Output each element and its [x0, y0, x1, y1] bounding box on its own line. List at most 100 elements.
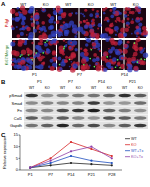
cell — [123, 33, 127, 37]
cell — [65, 29, 70, 34]
cell — [65, 41, 67, 43]
point — [90, 148, 92, 150]
cell — [131, 33, 133, 35]
cell — [28, 35, 33, 40]
blot-band — [57, 101, 70, 105]
cell — [103, 68, 107, 72]
cell — [128, 64, 132, 68]
cell — [21, 54, 23, 56]
cell — [115, 34, 117, 36]
cell — [16, 26, 18, 28]
cell — [26, 34, 28, 36]
cell — [133, 52, 138, 57]
series-line — [30, 147, 112, 168]
cell — [115, 20, 117, 22]
blot-strip — [24, 115, 148, 122]
cell — [128, 62, 130, 64]
cell — [109, 56, 111, 58]
axis-title: Relative expression — [3, 136, 7, 169]
cell — [50, 66, 55, 71]
cell — [124, 57, 127, 60]
cell — [89, 58, 91, 60]
cell — [133, 66, 138, 71]
cell — [42, 52, 44, 54]
cell — [114, 26, 119, 31]
cell — [110, 66, 114, 70]
micrograph — [10, 39, 34, 71]
cell — [100, 34, 104, 38]
cell — [142, 30, 147, 35]
cell — [139, 39, 141, 41]
cell — [96, 57, 100, 61]
cell — [56, 40, 59, 43]
series-line — [30, 156, 112, 168]
cell — [84, 52, 89, 57]
cell — [30, 18, 33, 21]
cell — [135, 25, 139, 29]
cell — [112, 7, 116, 11]
cell — [125, 28, 129, 32]
point — [70, 162, 72, 164]
cell — [36, 10, 38, 12]
cell — [123, 49, 128, 54]
cell — [84, 25, 87, 28]
cell — [99, 16, 101, 18]
cell — [40, 7, 42, 9]
cell — [109, 38, 114, 43]
cell — [120, 41, 123, 44]
image-bg — [80, 8, 102, 38]
cell — [50, 59, 54, 63]
cell — [20, 54, 22, 56]
cell — [27, 59, 32, 64]
cell — [92, 8, 95, 11]
point — [111, 157, 113, 159]
cell — [48, 34, 53, 39]
blot-band — [103, 116, 116, 120]
cell — [95, 33, 100, 38]
cell — [58, 57, 62, 61]
cell — [108, 49, 113, 54]
cell — [86, 22, 89, 25]
blot-band — [72, 124, 85, 128]
cell — [80, 65, 85, 70]
cell — [31, 42, 34, 45]
blot-band — [57, 94, 70, 98]
cell — [69, 59, 71, 61]
cell — [69, 47, 72, 50]
column-label: KO — [43, 2, 49, 7]
blot-band — [41, 116, 54, 120]
cell — [21, 66, 27, 72]
cell — [85, 65, 90, 70]
cell — [38, 64, 43, 69]
cell — [95, 62, 97, 64]
cell — [22, 17, 26, 21]
row-label: Fn — [17, 108, 22, 113]
cell — [114, 61, 116, 63]
blot-strip — [24, 92, 148, 99]
cell — [132, 54, 134, 56]
cell — [144, 59, 146, 61]
cell — [135, 7, 138, 10]
cell — [38, 42, 41, 45]
cell — [124, 14, 128, 18]
cell — [11, 63, 14, 66]
blot-band — [26, 124, 39, 128]
cell — [57, 66, 63, 72]
point — [111, 155, 113, 157]
cell — [81, 58, 87, 64]
micrograph — [80, 38, 102, 71]
cell — [121, 57, 124, 60]
x-tick-label: P28 — [108, 172, 116, 177]
cell — [112, 57, 117, 62]
cell — [75, 12, 77, 14]
micrograph — [55, 6, 79, 38]
cell — [63, 48, 65, 50]
cell — [53, 8, 55, 10]
point — [90, 146, 92, 148]
group-label: P7 — [68, 79, 74, 84]
point — [70, 155, 72, 157]
cell — [86, 59, 88, 61]
cell — [134, 46, 139, 51]
cell — [98, 65, 102, 69]
cell — [116, 65, 118, 67]
